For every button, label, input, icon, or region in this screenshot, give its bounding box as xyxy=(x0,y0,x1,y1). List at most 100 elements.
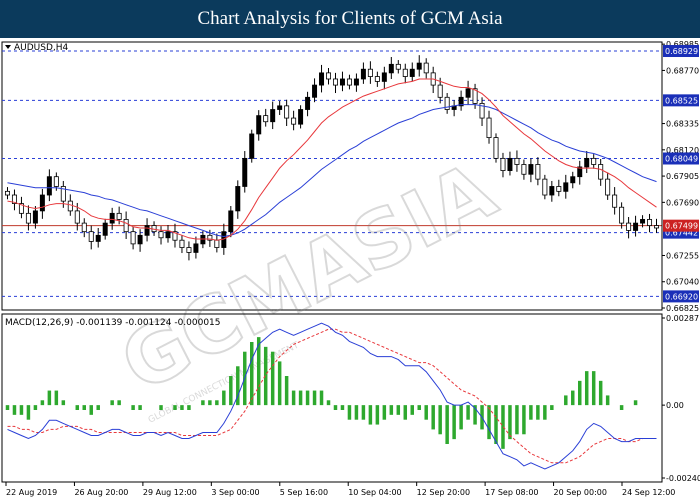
level-label-2: 0.68049 xyxy=(665,154,698,163)
candle-32 xyxy=(228,210,234,233)
candle-34 xyxy=(242,157,248,187)
candle-37 xyxy=(263,115,269,123)
candle-78 xyxy=(549,186,555,196)
macd-tick-label-0: 0.00287 xyxy=(666,314,699,323)
candle-20 xyxy=(144,225,150,236)
time-label-5: 10 Sep 04:00 xyxy=(348,488,401,497)
candle-39 xyxy=(277,105,283,110)
price-tick-label-7: 0.67040 xyxy=(666,278,699,287)
macd-histogram xyxy=(5,337,638,449)
candle-82 xyxy=(577,166,583,178)
candle-15 xyxy=(109,212,115,224)
time-label-9: 24 Sep 12:00 xyxy=(622,488,675,497)
candle-27 xyxy=(193,243,199,253)
macd-tick-label-2: -0.00240 xyxy=(666,474,700,483)
candle-85 xyxy=(598,164,604,180)
candle-66 xyxy=(465,88,471,98)
candle-75 xyxy=(528,164,534,175)
candle-50 xyxy=(353,78,359,86)
price-tick-label-1: 0.68770 xyxy=(666,66,699,75)
candle-91 xyxy=(640,219,646,224)
candle-58 xyxy=(409,68,415,77)
candle-23 xyxy=(165,231,171,239)
candle-44 xyxy=(312,84,318,98)
candle-68 xyxy=(479,103,485,119)
price-tick-label-0: 0.68985 xyxy=(666,40,699,49)
candle-69 xyxy=(486,117,492,139)
candle-4 xyxy=(32,210,38,224)
macd-label: MACD(12,26,9) -0.001139 -0.001124 -0.000… xyxy=(5,318,221,328)
candle-2 xyxy=(18,203,24,214)
moving-averages-layer xyxy=(7,78,657,241)
candle-89 xyxy=(626,222,632,231)
levels-layer xyxy=(2,50,662,297)
price-panel: 0.68985 0.68770 0.68335 0.68120 0.67905 0.676… xyxy=(1,40,699,313)
candle-12 xyxy=(88,231,94,242)
candle-54 xyxy=(381,72,387,82)
candle-59 xyxy=(416,62,422,70)
candle-74 xyxy=(521,164,527,175)
level-box-4 xyxy=(663,290,699,303)
level-box-0 xyxy=(663,45,699,58)
candle-18 xyxy=(130,231,136,245)
time-label-3: 3 Sep 00:00 xyxy=(211,488,259,497)
candle-40 xyxy=(284,105,290,119)
candle-35 xyxy=(249,133,255,159)
ma-fast-line xyxy=(7,78,657,241)
candle-60 xyxy=(423,62,429,74)
dropdown-triangle-icon[interactable] xyxy=(5,45,11,49)
candle-28 xyxy=(200,234,206,245)
candle-11 xyxy=(81,222,87,233)
candle-52 xyxy=(367,68,373,77)
candle-92 xyxy=(647,219,653,226)
time-label-0: 22 Aug 2019 xyxy=(6,488,57,497)
candle-36 xyxy=(256,115,262,135)
level-label-3: 0.67442 xyxy=(665,229,698,238)
candle-14 xyxy=(102,222,108,236)
price-tick-label-2: 0.68335 xyxy=(666,120,699,129)
candle-49 xyxy=(346,78,352,86)
page-title: Chart Analysis for Clients of GCM Asia xyxy=(197,8,503,29)
candle-42 xyxy=(298,109,304,125)
candle-5 xyxy=(39,194,45,212)
candle-79 xyxy=(556,186,562,192)
candle-63 xyxy=(444,96,450,110)
candle-33 xyxy=(235,186,241,212)
candle-47 xyxy=(332,78,338,86)
candle-41 xyxy=(291,117,297,125)
time-label-8: 20 Sep 00:00 xyxy=(554,488,607,497)
level-label-0: 0.68929 xyxy=(665,47,698,56)
level-label-4: 0.66920 xyxy=(665,292,698,301)
time-label-1: 26 Aug 20:00 xyxy=(74,488,128,497)
price-tick-label-4: 0.67905 xyxy=(666,172,699,181)
candle-8 xyxy=(60,186,66,202)
macd-panel-frame xyxy=(1,313,663,483)
macd-panel: 0.00287 0.00 -0.00240 MACD(12,26,9) -0.001… xyxy=(1,313,700,483)
time-label-2: 29 Aug 12:00 xyxy=(143,488,197,497)
current-price-label: 0.67499 xyxy=(665,222,698,231)
candle-62 xyxy=(437,84,443,98)
candle-1 xyxy=(11,194,17,204)
candle-80 xyxy=(563,182,569,192)
candle-90 xyxy=(633,222,639,231)
candle-71 xyxy=(500,157,506,171)
level-label-1: 0.68525 xyxy=(665,96,698,105)
candle-26 xyxy=(186,247,192,253)
price-panel-frame xyxy=(1,41,663,311)
candle-24 xyxy=(172,231,178,241)
candle-81 xyxy=(570,176,576,184)
candle-13 xyxy=(95,234,101,242)
level-box-1 xyxy=(663,94,699,107)
price-tick-label-5: 0.67690 xyxy=(666,198,699,207)
candle-3 xyxy=(25,212,31,224)
candle-76 xyxy=(535,164,541,180)
signal-line xyxy=(7,328,657,464)
candle-73 xyxy=(514,157,520,165)
chart-header: Chart Analysis for Clients of GCM Asia xyxy=(0,0,700,38)
price-axis: 0.68985 0.68770 0.68335 0.68120 0.67905 0.676… xyxy=(661,40,699,313)
candle-46 xyxy=(326,72,332,80)
current-price-box xyxy=(663,219,699,232)
candle-25 xyxy=(179,239,185,248)
candle-70 xyxy=(493,137,499,159)
candle-87 xyxy=(612,194,618,208)
